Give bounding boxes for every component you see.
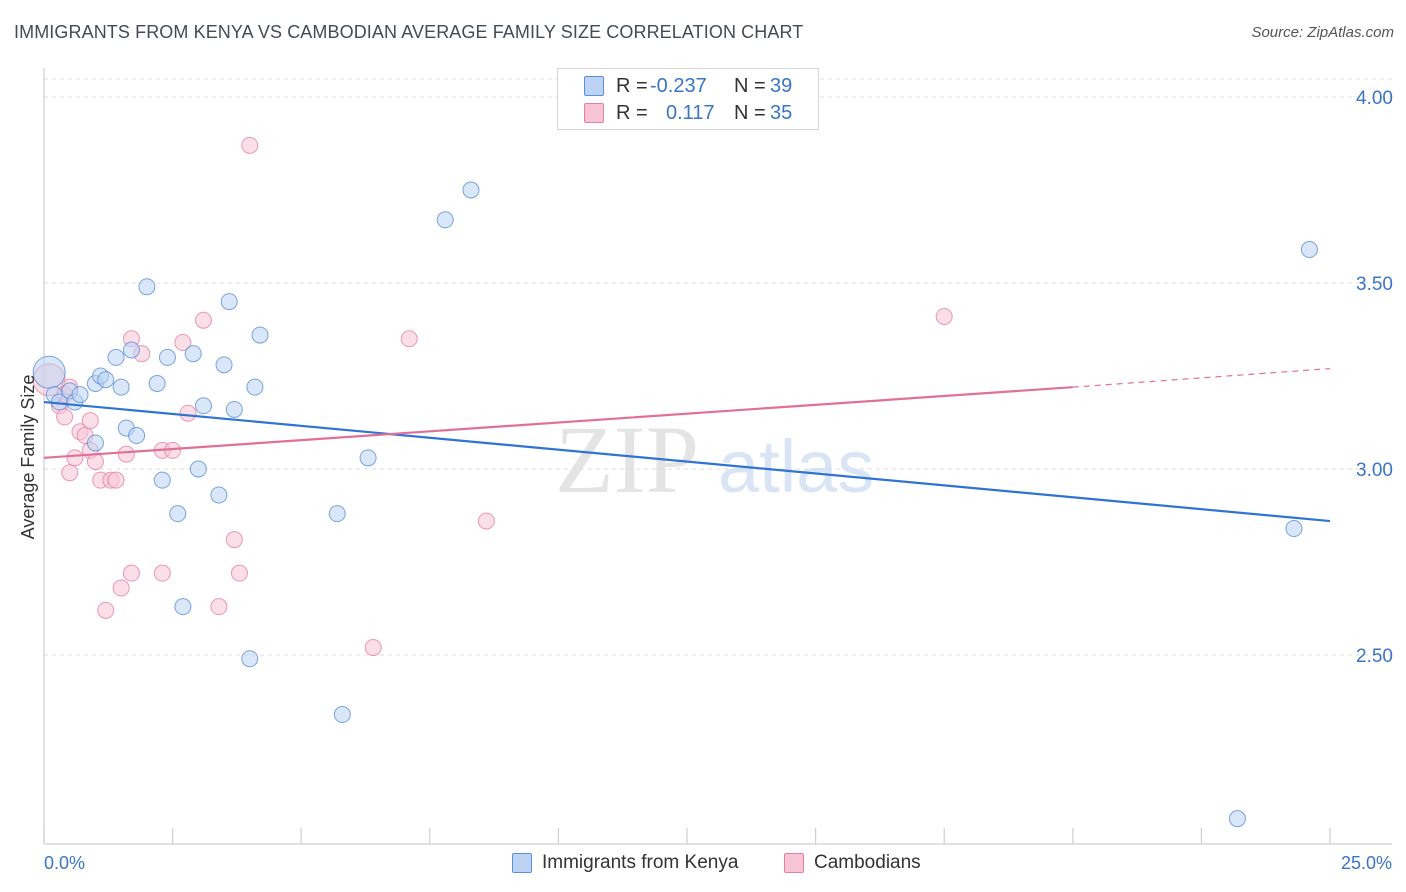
series-cambodians-points — [32, 136, 953, 657]
legend-label-kenya: Immigrants from Kenya — [542, 852, 739, 873]
axes — [43, 68, 1392, 845]
data-point — [935, 307, 953, 325]
trend-lines — [43, 367, 1331, 523]
data-point — [210, 486, 228, 504]
data-point — [400, 330, 418, 348]
data-point — [122, 341, 140, 359]
y-tick-label: 4.00 — [1356, 88, 1393, 109]
data-point — [189, 460, 207, 478]
n-value-kenya: 39 — [770, 75, 793, 97]
r-value-kenya: -0.237 — [650, 75, 707, 97]
data-point — [169, 505, 187, 523]
data-point — [359, 449, 377, 467]
data-point — [174, 334, 192, 352]
source-label: Source: ZipAtlas.com — [1251, 24, 1394, 41]
trend-line — [43, 400, 1331, 523]
data-point — [117, 445, 135, 463]
data-point — [1300, 241, 1318, 259]
data-point — [56, 408, 74, 426]
data-point — [328, 505, 346, 523]
data-point — [1228, 810, 1246, 828]
data-point — [128, 427, 146, 445]
data-point — [225, 400, 243, 418]
legend-item-kenya[interactable]: Immigrants from Kenya — [512, 852, 738, 874]
data-point — [241, 650, 259, 668]
trend-line-extension — [1072, 367, 1331, 388]
data-point — [333, 706, 351, 724]
y-tick-label: 3.00 — [1356, 460, 1393, 481]
data-point — [230, 564, 248, 582]
data-point — [251, 326, 269, 344]
data-point — [148, 374, 166, 392]
data-point — [153, 564, 171, 582]
data-point — [246, 378, 264, 396]
data-point — [194, 311, 212, 329]
y-tick-label: 2.50 — [1356, 646, 1393, 667]
legend-item-cambodians[interactable]: Cambodians — [784, 852, 921, 874]
data-point — [220, 293, 238, 311]
data-point — [66, 449, 84, 467]
r-label: R = — [616, 75, 648, 97]
data-point — [107, 348, 125, 366]
data-point — [153, 471, 171, 489]
data-point — [112, 579, 130, 597]
data-point — [86, 434, 104, 452]
data-point — [477, 512, 495, 530]
data-point — [158, 348, 176, 366]
data-point — [184, 345, 202, 363]
legend-swatch-cambodians — [784, 853, 804, 873]
data-point — [1285, 520, 1303, 538]
series-kenya-points — [32, 181, 1318, 828]
data-point — [436, 211, 454, 229]
r-label: R = — [616, 102, 648, 124]
n-label: N = — [734, 75, 766, 97]
y-tick-labels: 4.00 3.50 3.00 2.50 — [1356, 88, 1393, 667]
x-max-label: 25.0% — [1341, 853, 1392, 873]
cambodians-swatch — [584, 103, 604, 123]
data-point — [194, 397, 212, 415]
n-label: N = — [734, 102, 766, 124]
y-axis-label: Average Family Size — [18, 375, 38, 540]
x-min-label: 0.0% — [44, 853, 85, 873]
n-value-cambodians: 35 — [770, 102, 793, 124]
data-point — [81, 412, 99, 430]
legend-swatch-kenya — [512, 853, 532, 873]
data-point — [138, 278, 156, 296]
data-point — [462, 181, 480, 199]
data-point — [97, 371, 115, 389]
data-point — [97, 601, 115, 619]
data-point — [71, 386, 89, 404]
legend: Immigrants from Kenya Cambodians — [0, 852, 1406, 878]
data-point — [241, 136, 259, 154]
data-point — [225, 531, 243, 549]
chart-title: IMMIGRANTS FROM KENYA VS CAMBODIAN AVERA… — [14, 22, 804, 42]
kenya-swatch — [584, 76, 604, 96]
r-value-cambodians: 0.117 — [666, 102, 715, 124]
data-point — [210, 598, 228, 616]
data-point — [122, 564, 140, 582]
data-point — [61, 464, 79, 482]
data-point — [174, 598, 192, 616]
legend-label-cambodians: Cambodians — [814, 852, 921, 873]
watermark: ZIP atlas — [555, 406, 874, 513]
data-point — [86, 453, 104, 471]
data-point — [107, 471, 125, 489]
correlation-stats-box: R = -0.237 N = 39 R = 0.117 N = 35 — [557, 68, 819, 130]
data-point — [112, 378, 130, 396]
trend-line — [43, 386, 1073, 459]
data-point — [215, 356, 233, 374]
data-point — [179, 404, 197, 422]
data-point — [364, 639, 382, 657]
y-tick-label: 3.50 — [1356, 274, 1393, 295]
